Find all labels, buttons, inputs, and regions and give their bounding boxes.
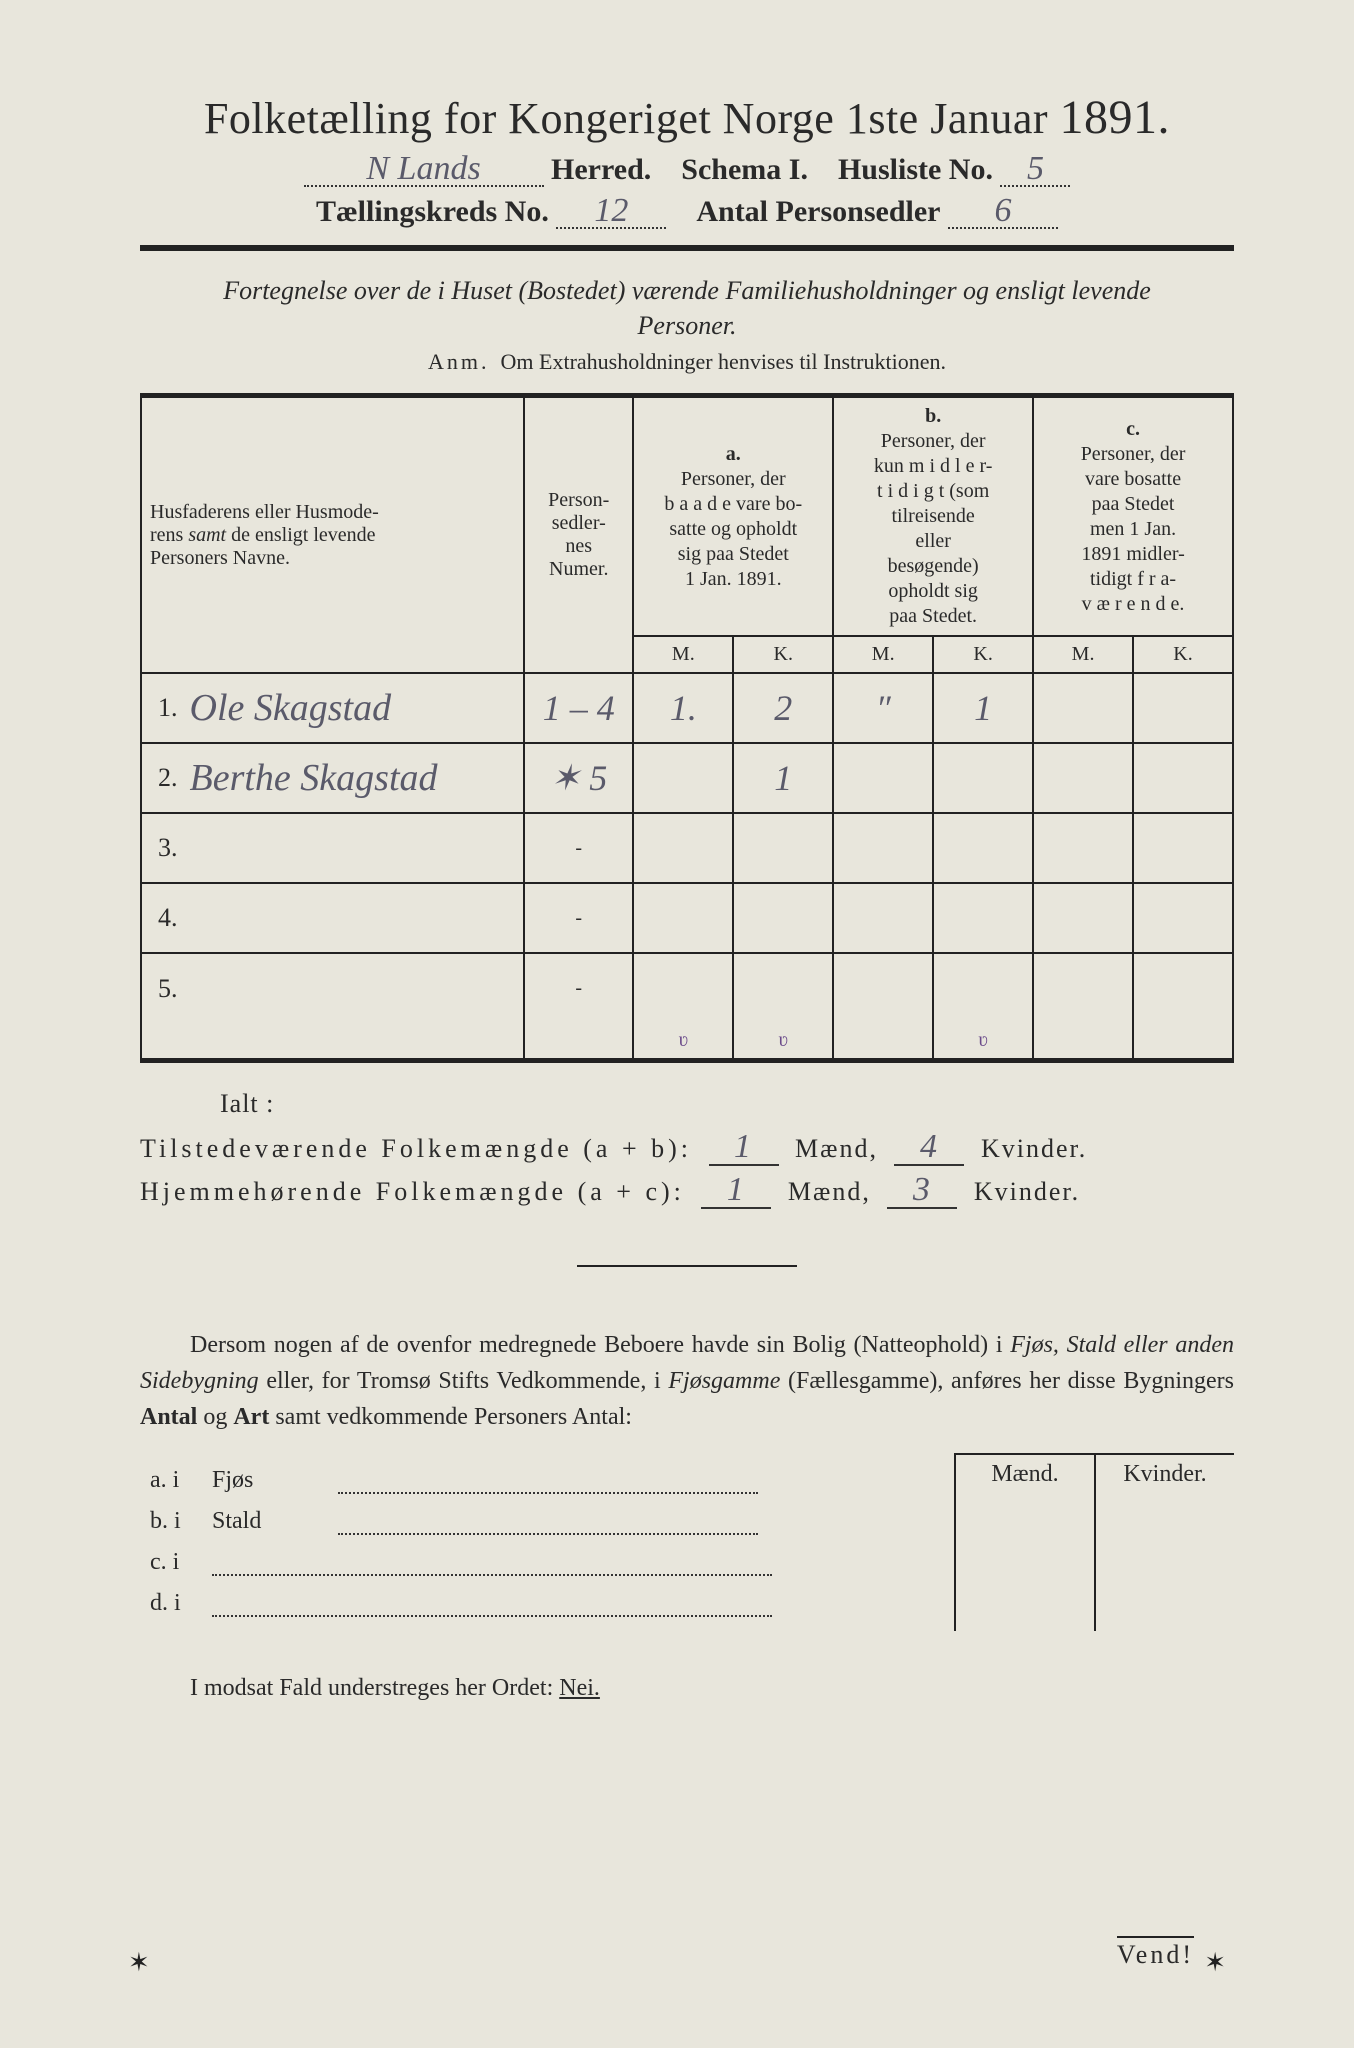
schema-label: Schema I. [681,153,808,186]
col-c-k: K. [1133,636,1233,673]
totals-block: Ialt : Tilstedeværende Folkemængde (a + … [140,1089,1234,1209]
table-row: 4. - [141,883,1233,953]
dwelling-line-b: b. i Stald [140,1508,954,1535]
main-table: Husfaderens eller Husmode-rens samt de e… [140,393,1234,1063]
subtitle: Fortegnelse over de i Huset (Bostedet) v… [180,273,1194,343]
dwelling-line-d: d. i [140,1590,954,1617]
mk-kvinder: Kvinder. [1096,1455,1234,1631]
total-ab-k: 4 [894,1133,964,1166]
totals-row-2: Hjemmehørende Folkemængde (a + c): 1 Mæn… [140,1176,1234,1209]
dwelling-line-c: c. i [140,1549,954,1576]
total-ac-m: 1 [701,1176,771,1209]
dwelling-block: a. i Fjøs b. i Stald c. i d. i Mænd. Kvi… [140,1453,1234,1631]
table-row: 3. - [141,813,1233,883]
antal-value: 6 [948,196,1058,229]
page-title: Folketælling for Kongeriget Norge 1ste J… [140,90,1234,145]
corner-mark-br: ✶ [1204,1948,1226,1978]
anm-label: Anm. [428,349,490,374]
title-text: Folketælling for Kongeriget Norge 1ste J… [204,94,1048,143]
antal-label: Antal Personsedler [696,195,940,228]
ialt-label: Ialt : [140,1089,1234,1119]
total-ab-m: 1 [709,1133,779,1166]
total-ac-k: 3 [887,1176,957,1209]
col-b-header: b. Personer, derkun m i d l e r-t i d i … [833,396,1033,637]
table-row: 1. Ole Skagstad 1 – 4 1. 2 ″ 1 [141,673,1233,743]
kreds-label: Tællingskreds No. [316,195,549,228]
census-form-page: Folketælling for Kongeriget Norge 1ste J… [0,0,1354,2048]
tick-row: ʋ ʋ ʋ [141,1023,1233,1061]
col-c-m: M. [1033,636,1133,673]
col-a-header: a. Personer, derb a a d e vare bo-satte … [633,396,833,637]
col-name-header: Husfaderens eller Husmode-rens samt de e… [141,396,524,674]
mk-maend: Mænd. [956,1455,1096,1631]
vend-label: Vend! [1117,1936,1194,1970]
anm-line: Anm. Om Extrahusholdninger henvises til … [140,349,1234,375]
kreds-value: 12 [556,196,666,229]
herred-label: Herred. [551,153,651,186]
col-a-m: M. [633,636,733,673]
husliste-value: 5 [1000,154,1070,187]
rule-1 [140,245,1234,251]
herred-value: N Lands [304,154,544,187]
col-b-k: K. [933,636,1033,673]
corner-mark-bl: ✶ [128,1948,150,1978]
mid-rule [577,1265,797,1267]
mk-header: Mænd. Kvinder. [954,1453,1234,1631]
col-b-m: M. [833,636,933,673]
table-row: 2. Berthe Skagstad ✶ 5 1 [141,743,1233,813]
table-row: 5. - [141,953,1233,1023]
husliste-label: Husliste No. [838,153,993,186]
anm-text: Om Extrahusholdninger henvises til Instr… [501,349,946,374]
totals-row-1: Tilstedeværende Folkemængde (a + b): 1 M… [140,1133,1234,1166]
header-line-1: N Lands Herred. Schema I. Husliste No. 5 [140,153,1234,187]
bolig-paragraph: Dersom nogen af de ovenfor medregnede Be… [140,1327,1234,1435]
header-line-2: Tællingskreds No. 12 Antal Personsedler … [140,195,1234,229]
col-num-header: Person-sedler-nesNumer. [524,396,633,674]
col-c-header: c. Personer, dervare bosattepaa Stedetme… [1033,396,1233,637]
title-year: 1891. [1060,91,1171,144]
col-a-k: K. [733,636,833,673]
final-line: I modsat Fald understreges her Ordet: Ne… [140,1675,1234,1702]
dwelling-lines: a. i Fjøs b. i Stald c. i d. i [140,1453,954,1631]
table-body: 1. Ole Skagstad 1 – 4 1. 2 ″ 1 2. Berthe… [141,673,1233,1061]
dwelling-line-a: a. i Fjøs [140,1467,954,1494]
